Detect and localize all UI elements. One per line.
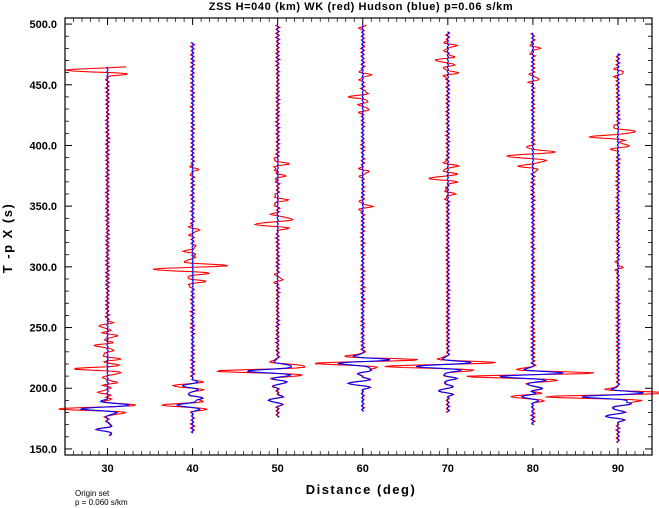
x-tick-label: 30 bbox=[101, 463, 113, 475]
x-axis: 30 40 50 60 70 80 90 bbox=[73, 18, 644, 475]
x-tick-label: 50 bbox=[272, 463, 284, 475]
y-tick-label: 150.0 bbox=[29, 444, 57, 456]
y-tick-label: 500.0 bbox=[29, 19, 57, 31]
hudson-trace bbox=[246, 24, 293, 418]
traces-layer bbox=[58, 24, 659, 444]
y-axis-title: T -p X (s) bbox=[0, 203, 15, 274]
plot-frame bbox=[64, 17, 653, 456]
wk-trace bbox=[152, 41, 229, 434]
wk-trace bbox=[466, 32, 595, 426]
y-tick-label: 300.0 bbox=[29, 262, 57, 274]
wk-trace bbox=[545, 53, 659, 444]
hudson-trace bbox=[499, 32, 564, 426]
hudson-trace bbox=[336, 24, 391, 412]
wk-trace bbox=[384, 31, 496, 413]
y-axis: 150.0 200.0 250.0 300.0 350.0 400.0 450.0 500.0 bbox=[29, 19, 652, 456]
hudson-trace bbox=[175, 42, 204, 434]
x-tick-label: 80 bbox=[527, 463, 539, 475]
x-axis-title: Distance (deg) bbox=[306, 482, 417, 497]
y-tick-label: 200.0 bbox=[29, 383, 57, 395]
y-tick-label: 350.0 bbox=[29, 201, 57, 213]
chart-title: ZSS H=040 (km) WK (red) Hudson (blue) p=… bbox=[209, 1, 513, 13]
x-tick-label: 40 bbox=[186, 463, 198, 475]
footer-ray-parameter-note: p = 0.060 s/km bbox=[75, 498, 128, 507]
footer-origin-note: Origin set bbox=[75, 489, 110, 498]
y-tick-label: 400.0 bbox=[29, 140, 57, 152]
hudson-trace bbox=[79, 66, 130, 437]
x-tick-label: 60 bbox=[357, 463, 369, 475]
hudson-trace bbox=[581, 53, 644, 443]
x-tick-label: 90 bbox=[612, 463, 624, 475]
wk-trace bbox=[314, 24, 418, 412]
x-tick-label: 70 bbox=[442, 463, 454, 475]
wk-trace bbox=[216, 24, 306, 418]
wk-trace bbox=[58, 66, 137, 437]
hudson-trace bbox=[415, 31, 472, 413]
y-tick-label: 250.0 bbox=[29, 323, 57, 335]
y-tick-label: 450.0 bbox=[29, 80, 57, 92]
